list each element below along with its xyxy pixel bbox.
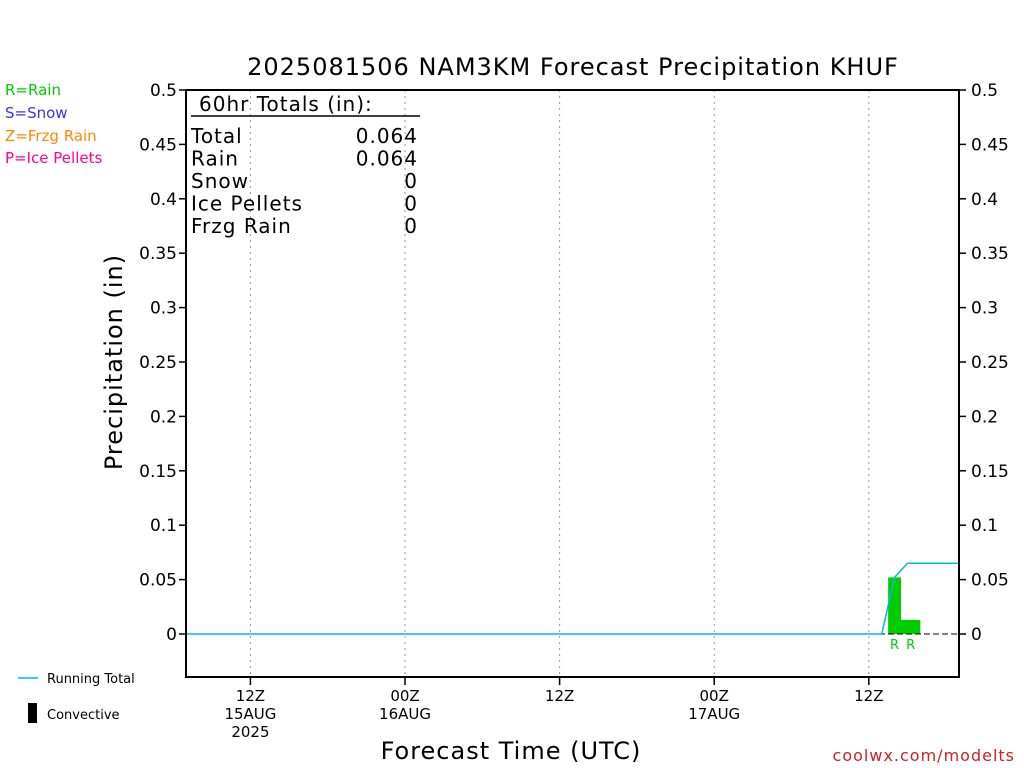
x-tick-label: 12Z	[545, 687, 574, 705]
y-tick-label-left: 0.2	[150, 407, 177, 427]
credit-text: coolwx.com/modelts	[833, 746, 1015, 765]
totals-row-value: 0.064	[356, 124, 418, 148]
y-tick-label-left: 0.25	[139, 353, 177, 373]
y-tick-label-right: 0.25	[971, 353, 1009, 373]
x-tick-label: 12Z	[854, 687, 883, 705]
y-tick-label-left: 0.05	[139, 571, 177, 591]
bar-type-label: R	[890, 638, 899, 653]
totals-row-label: Ice Pellets	[191, 192, 303, 216]
precip-bar	[888, 577, 902, 634]
y-tick-label-right: 0.5	[971, 81, 998, 101]
totals-row-value: 0	[404, 169, 418, 193]
totals-row-value: 0	[404, 192, 418, 216]
y-tick-label-right: 0.3	[971, 299, 998, 319]
x-tick-date: 17AUG	[688, 705, 740, 723]
y-tick-label-right: 0.2	[971, 407, 998, 427]
running-total-line	[186, 562, 959, 635]
y-tick-label-right: 0.35	[971, 244, 1009, 264]
y-tick-label-right: 0.4	[971, 190, 998, 210]
totals-row-label: Frzg Rain	[191, 214, 292, 238]
y-tick-label-left: 0.3	[150, 299, 177, 319]
totals-row-label: Rain	[191, 147, 239, 171]
legend-snow: S=Snow	[5, 104, 68, 122]
y-tick-label-right: 0.45	[971, 135, 1009, 155]
y-tick-label-right: 0.15	[971, 462, 1009, 482]
y-tick-label-right: 0.1	[971, 516, 998, 536]
totals-row-label: Snow	[191, 169, 249, 193]
chart-title: 2025081506 NAM3KM Forecast Precipitation…	[247, 53, 899, 81]
x-tick-date: 15AUG	[224, 705, 276, 723]
y-tick-label-left: 0	[166, 625, 177, 645]
x-axis-label: Forecast Time (UTC)	[381, 737, 642, 765]
plot-frame	[185, 89, 960, 678]
precip-bar	[901, 619, 921, 634]
running-total-series	[186, 562, 959, 635]
y-tick-label-left: 0.1	[150, 516, 177, 536]
legend-frzg-rain: Z=Frzg Rain	[5, 127, 97, 145]
y-tick-label-left: 0.35	[139, 244, 177, 264]
grid-lines	[249, 90, 870, 677]
y-tick-label-right: 0	[971, 625, 982, 645]
totals-row-value: 0.064	[356, 147, 418, 171]
y-tick-label-left: 0.15	[139, 462, 177, 482]
legend-ice-pellets: P=Ice Pellets	[5, 149, 102, 167]
totals-header: 60hr Totals (in):	[199, 92, 373, 116]
x-tick-date: 16AUG	[379, 705, 431, 723]
y-ticks: 0 00.05 0.050.1 0.10.15 0.150.2 0.20.25 0.250.…	[139, 81, 1009, 645]
running-total-legend-label: Running Total	[47, 672, 135, 687]
y-tick-label-left: 0.45	[139, 135, 177, 155]
y-tick-label-right: 0.05	[971, 571, 1009, 591]
convective-legend-label: Convective	[47, 708, 120, 723]
y-axis-label: Precipitation (in)	[100, 254, 128, 470]
y-tick-label-left: 0.4	[150, 190, 177, 210]
totals-table: Total 0.064 Rain 0.064 Snow 0 Ice Pellets 0 Frzg…	[190, 124, 418, 238]
x-tick-label: 00Z	[390, 687, 419, 705]
totals-row-label: Total	[190, 124, 243, 148]
x-tick-label: 12Z	[236, 687, 265, 705]
y-tick-label-left: 0.5	[150, 81, 177, 101]
bar-type-label: R	[906, 638, 915, 653]
convective-legend-swatch	[28, 703, 37, 723]
legend-rain: R=Rain	[5, 81, 61, 99]
x-tick-label: 00Z	[700, 687, 729, 705]
totals-row-value: 0	[404, 214, 418, 238]
x-tick-year: 2025	[231, 723, 269, 741]
